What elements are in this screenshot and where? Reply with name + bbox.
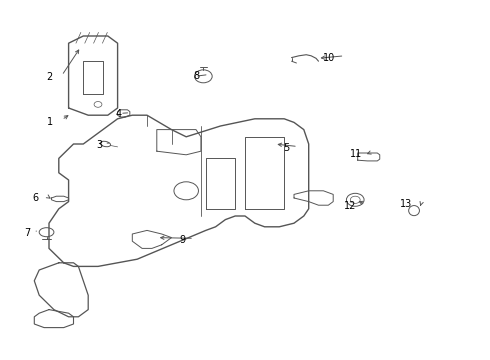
- Text: 3: 3: [97, 140, 103, 150]
- Text: 1: 1: [47, 117, 53, 127]
- Text: 9: 9: [179, 235, 185, 245]
- Text: 2: 2: [47, 72, 53, 82]
- Text: 13: 13: [400, 199, 413, 210]
- Text: 11: 11: [350, 149, 363, 159]
- Text: 12: 12: [344, 201, 357, 211]
- Text: 7: 7: [24, 228, 30, 238]
- Text: 4: 4: [116, 109, 122, 120]
- Text: 5: 5: [283, 143, 289, 153]
- Text: 8: 8: [194, 71, 200, 81]
- Text: 10: 10: [323, 53, 336, 63]
- Text: 6: 6: [32, 193, 38, 203]
